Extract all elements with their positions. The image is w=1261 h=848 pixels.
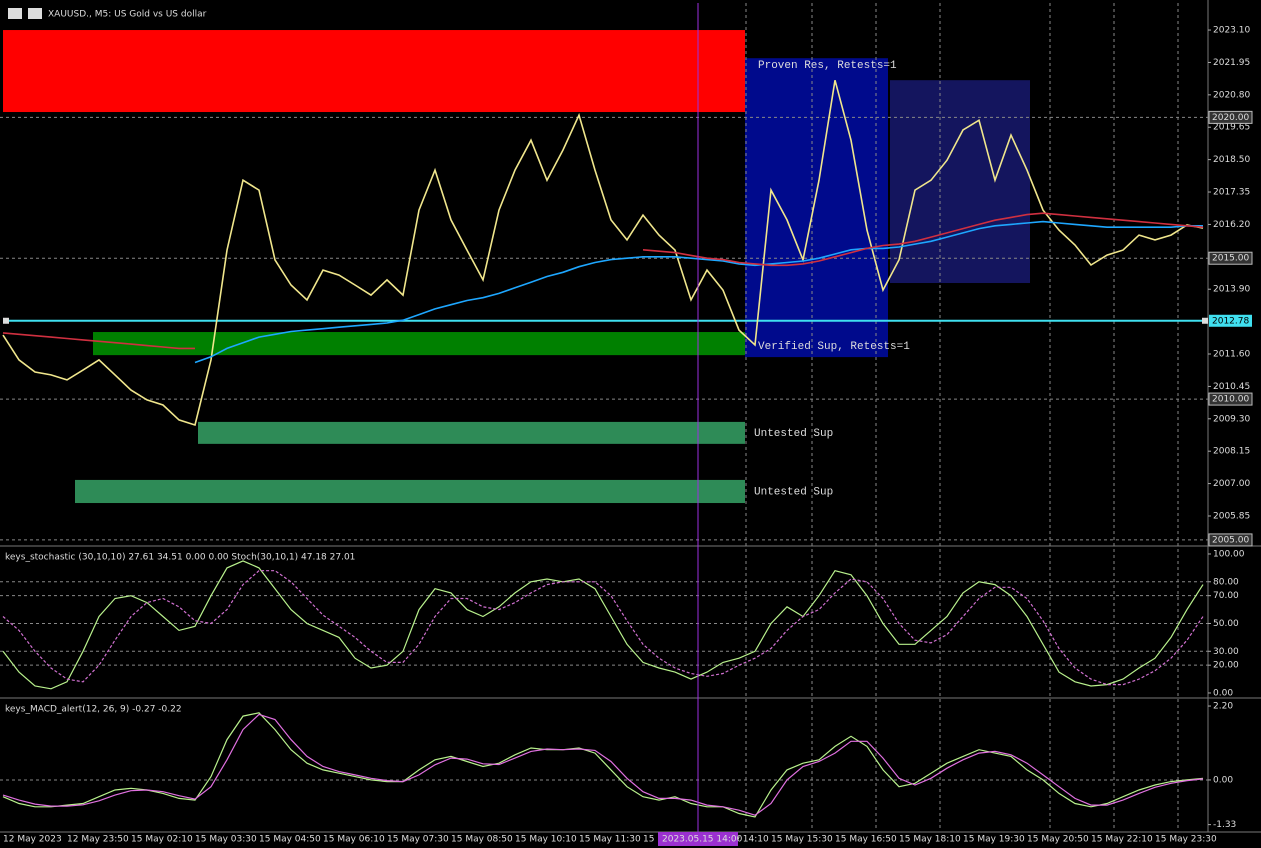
zone-label: Untested Sup [754, 428, 833, 440]
icon [28, 8, 42, 19]
price-box [1209, 314, 1252, 327]
crosshair-time: 2023.05.15 14:00 [662, 835, 743, 845]
y-tick-label: 2023.10 [1213, 26, 1250, 36]
zone [3, 30, 745, 113]
y-tick-label: 30.00 [1213, 647, 1239, 657]
x-tick-label: 15 May 06:10 [323, 835, 385, 845]
series-line [2, 79, 1204, 427]
price-box-label: 2010.00 [1212, 395, 1249, 405]
y-tick-label: 2020.80 [1213, 90, 1250, 100]
x-tick-label: 15 May 15:30 [771, 835, 833, 845]
x-tick-label: 15 May 04:50 [259, 835, 321, 845]
price-box [1208, 110, 1253, 124]
zone [890, 80, 1030, 284]
zone [198, 421, 745, 444]
y-tick-label: 2016.20 [1213, 220, 1250, 230]
x-tick-label: 15 May 02:10 [131, 835, 193, 845]
x-tick-label: 15 May 19:30 [963, 835, 1025, 845]
x-tick-label: 12 May 2023 [3, 835, 62, 845]
labels: Proven Res, Retests=1 Verified Sup, Retes… [3, 3, 1253, 846]
y-tick-label: 0.00 [1213, 688, 1233, 698]
price-box-label: 2012.78 [1212, 316, 1249, 326]
y-tick-label: 2017.35 [1213, 188, 1250, 198]
x-tick-label: 15 May 11:30 [579, 835, 641, 845]
zone [75, 479, 745, 504]
y-tick-label: 2.20 [1213, 702, 1233, 712]
x-tick-label: 15 May 20:50 [1027, 835, 1089, 845]
zone-label: Untested Sup [754, 486, 833, 498]
level-handle [3, 317, 9, 324]
price-box-label: 2015.00 [1212, 254, 1249, 264]
zone [745, 58, 888, 358]
icon [8, 8, 22, 19]
lines [2, 79, 1208, 818]
y-tick-label: 2005.85 [1213, 511, 1250, 521]
y-tick-label: 2009.30 [1213, 414, 1250, 424]
price-box [1208, 533, 1253, 547]
y-tick-label: 2013.90 [1213, 285, 1250, 295]
indicator-title: keys_MACD_alert(12, 26, 9) -0.27 -0.22 [5, 705, 182, 715]
zone-label: Proven Res, Retests=1 [758, 60, 897, 72]
price-box-label: 2005.00 [1212, 535, 1249, 545]
x-tick-label: 15 May 10:10 [515, 835, 577, 845]
y-tick-label: 50.00 [1213, 619, 1239, 629]
x-tick-label: 15 May 23:30 [1155, 835, 1217, 845]
series-line [2, 212, 1204, 350]
y-tick-label: -1.33 [1213, 820, 1236, 830]
y-tick-label: 2019.65 [1213, 123, 1250, 133]
series-line [2, 570, 1204, 686]
indicator-title: keys_stochastic (30,10,10) 27.61 34.51 0… [5, 553, 355, 563]
y-tick-label: 100.00 [1213, 549, 1245, 559]
y-tick-label: 70.00 [1213, 591, 1239, 601]
x-tick-label: 15 May 22:10 [1091, 835, 1153, 845]
x-tick-label: 15 May 08:50 [451, 835, 513, 845]
level-handle [1202, 317, 1208, 324]
x-tick-label: 15 May 07:30 [387, 835, 449, 845]
y-tick-label: 2007.00 [1213, 479, 1250, 489]
y-tick-label: 2018.50 [1213, 155, 1250, 165]
price-box [1208, 392, 1253, 406]
x-tick-label: 12 May 23:50 [67, 835, 129, 845]
zone-label: Verified Sup, Retests=1 [758, 341, 910, 353]
price-box-label: 2020.00 [1212, 113, 1249, 123]
y-tick-label: 2008.15 [1213, 447, 1250, 457]
y-tick-label: 80.00 [1213, 577, 1239, 587]
series-line [2, 712, 1204, 818]
price-box [1208, 251, 1253, 265]
series-line [2, 560, 1204, 690]
series-line [194, 220, 1203, 364]
y-tick-label: 0.00 [1213, 775, 1233, 785]
zone [93, 332, 745, 356]
chart-title: XAUUSD., M5: US Gold vs US dollar [48, 10, 207, 20]
x-tick-label: 15 May 16:50 [835, 835, 897, 845]
y-tick-label: 2010.45 [1213, 382, 1250, 392]
x-tick-label: 15 May 03:30 [195, 835, 257, 845]
y-tick-label: 20.00 [1213, 661, 1239, 671]
series-line [2, 713, 1204, 816]
y-tick-label: 2011.60 [1213, 350, 1250, 360]
crosshair-box [658, 832, 738, 846]
x-tick-label: 15 May 18:10 [899, 835, 961, 845]
y-tick-label: 2021.95 [1213, 58, 1250, 68]
